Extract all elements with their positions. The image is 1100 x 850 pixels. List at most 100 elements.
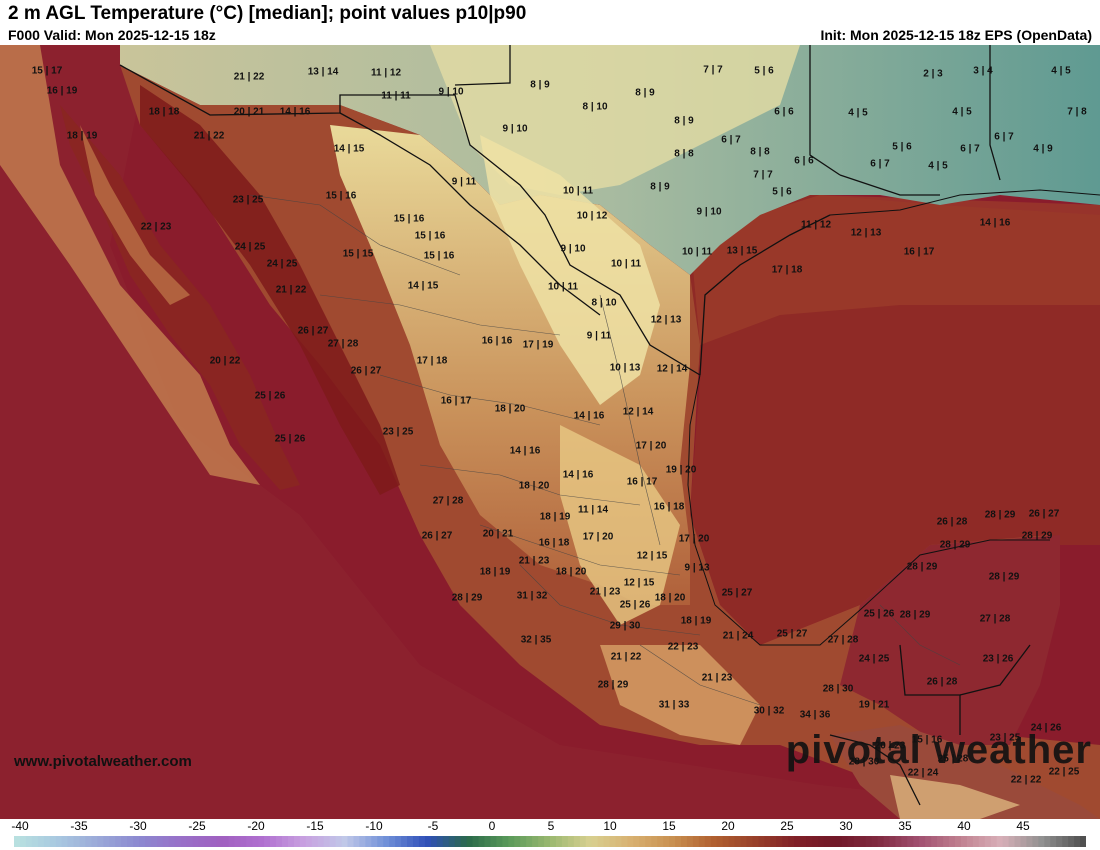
point-value-label: 17 | 20 xyxy=(582,531,614,543)
colorbar-segment xyxy=(436,836,444,847)
colorbar-segment xyxy=(1014,836,1021,847)
colorbar-segment xyxy=(740,836,748,847)
colorbar-segment xyxy=(835,836,843,847)
colorbar-segment xyxy=(460,836,468,847)
point-value-label: 19 | 21 xyxy=(858,699,890,711)
colorbar-segment xyxy=(949,836,956,847)
point-value-label: 18 | 19 xyxy=(66,130,98,142)
colorbar-segment xyxy=(162,836,170,847)
point-value-label: 4 | 5 xyxy=(1051,65,1071,77)
colorbar-segment xyxy=(1008,836,1016,847)
point-value-label: 25 | 26 xyxy=(274,433,306,445)
colorbar-segment xyxy=(692,836,700,847)
point-value-label: 20 | 23 xyxy=(874,740,906,752)
point-value-label: 25 | 27 xyxy=(721,587,753,599)
point-value-label: 14 | 16 xyxy=(979,217,1011,229)
colorbar-segment xyxy=(359,836,366,847)
colorbar-tick-label: 0 xyxy=(488,819,496,833)
point-value-label: 18 | 20 xyxy=(654,592,686,604)
point-value-label: 26 | 27 xyxy=(350,365,382,377)
point-value-label: 8 | 9 xyxy=(530,79,550,91)
point-value-label: 9 | 10 xyxy=(560,243,586,255)
colorbar-segment xyxy=(871,836,879,847)
colorbar-segment xyxy=(579,836,587,847)
point-value-label: 25 | 28 xyxy=(937,753,969,765)
colorbar-segment xyxy=(591,836,599,847)
colorbar-segment xyxy=(97,836,104,847)
point-value-label: 3 | 4 xyxy=(973,65,993,77)
colorbar-segment xyxy=(145,836,152,847)
colorbar-segment xyxy=(389,836,396,847)
colorbar-segment xyxy=(716,836,724,847)
colorbar-segment xyxy=(669,836,676,847)
colorbar-segment xyxy=(931,836,938,847)
point-value-label: 15 | 15 xyxy=(342,248,374,260)
colorbar-segment xyxy=(829,836,837,847)
colorbar-segment xyxy=(782,836,789,847)
colorbar-segment xyxy=(240,836,247,847)
colorbar-segment xyxy=(960,836,968,847)
colorbar-segment xyxy=(526,836,533,847)
coastlines xyxy=(687,189,1100,646)
colorbar-segment xyxy=(323,836,331,847)
point-value-label: 14 | 16 xyxy=(279,106,311,118)
colorbar-segment xyxy=(883,836,890,847)
colorbar-segment xyxy=(544,836,551,847)
colorbar-segment xyxy=(442,836,450,847)
point-value-label: 12 | 14 xyxy=(656,363,688,375)
point-value-label: 17 | 20 xyxy=(635,440,667,452)
colorbar-segment xyxy=(865,836,873,847)
colorbar-segment xyxy=(216,836,223,847)
point-value-label: 4 | 5 xyxy=(928,160,948,172)
colorbar-segment xyxy=(311,836,319,847)
colorbar-segment xyxy=(127,836,134,847)
point-value-label: 18 | 19 xyxy=(539,511,571,523)
colorbar-segment xyxy=(573,836,581,847)
colorbar-segment xyxy=(943,836,950,847)
point-value-label: 21 | 22 xyxy=(610,651,642,663)
colorbar-tick-label: 10 xyxy=(603,819,617,833)
point-value-label: 22 | 22 xyxy=(1010,774,1042,786)
colorbar-segment xyxy=(704,836,712,847)
colorbar-segment xyxy=(222,836,229,847)
colorbar-segment xyxy=(424,836,432,847)
colorbar-segment xyxy=(657,836,664,847)
colorbar-segment xyxy=(466,836,474,847)
colorbar-segment xyxy=(508,836,515,847)
point-value-label: 9 | 13 xyxy=(684,562,710,574)
point-value-label: 22 | 24 xyxy=(907,767,939,779)
colorbar-segment xyxy=(812,836,819,847)
colorbar-tick-label: -40 xyxy=(11,819,29,833)
colorbar-segment xyxy=(270,836,277,847)
point-value-label: 5 | 6 xyxy=(772,186,792,198)
colorbar-segment xyxy=(585,836,593,847)
colorbar-segment xyxy=(615,836,622,847)
colorbar-tick-label: -20 xyxy=(247,819,265,833)
point-value-label: 17 | 18 xyxy=(771,264,803,276)
point-value-label: 2 | 3 xyxy=(923,68,943,80)
point-value-label: 12 | 13 xyxy=(850,227,882,239)
point-value-label: 23 | 26 xyxy=(982,653,1014,665)
colorbar-segment xyxy=(496,836,503,847)
point-value-label: 9 | 10 xyxy=(438,86,464,98)
point-value-label: 25 | 27 xyxy=(776,628,808,640)
point-value-label: 21 | 22 xyxy=(233,71,265,83)
temperature-colorbar: -40 -35 -30 -25 -20 -15 -10 -5 0 5 10 15 20 25 30 35 40 4… xyxy=(0,819,1100,850)
colorbar-segment xyxy=(621,836,628,847)
colorbar-segment xyxy=(329,836,337,847)
colorbar-segment xyxy=(806,836,813,847)
point-value-label: 18 | 20 xyxy=(518,480,550,492)
colorbar-segment xyxy=(1026,836,1033,847)
point-value-label: 28 | 29 xyxy=(899,609,931,621)
point-value-label: 16 | 17 xyxy=(626,476,658,488)
colorbar-segment xyxy=(597,836,605,847)
point-value-label: 10 | 13 xyxy=(609,362,641,374)
colorbar-segment xyxy=(1038,836,1045,847)
colorbar-segment xyxy=(901,836,908,847)
colorbar-segment xyxy=(299,836,307,847)
colorbar-segment xyxy=(353,836,360,847)
colorbar-segment xyxy=(681,836,688,847)
colorbar-segment xyxy=(532,836,539,847)
point-value-label: 28 | 29 xyxy=(988,571,1020,583)
colorbar-segment xyxy=(609,836,617,847)
